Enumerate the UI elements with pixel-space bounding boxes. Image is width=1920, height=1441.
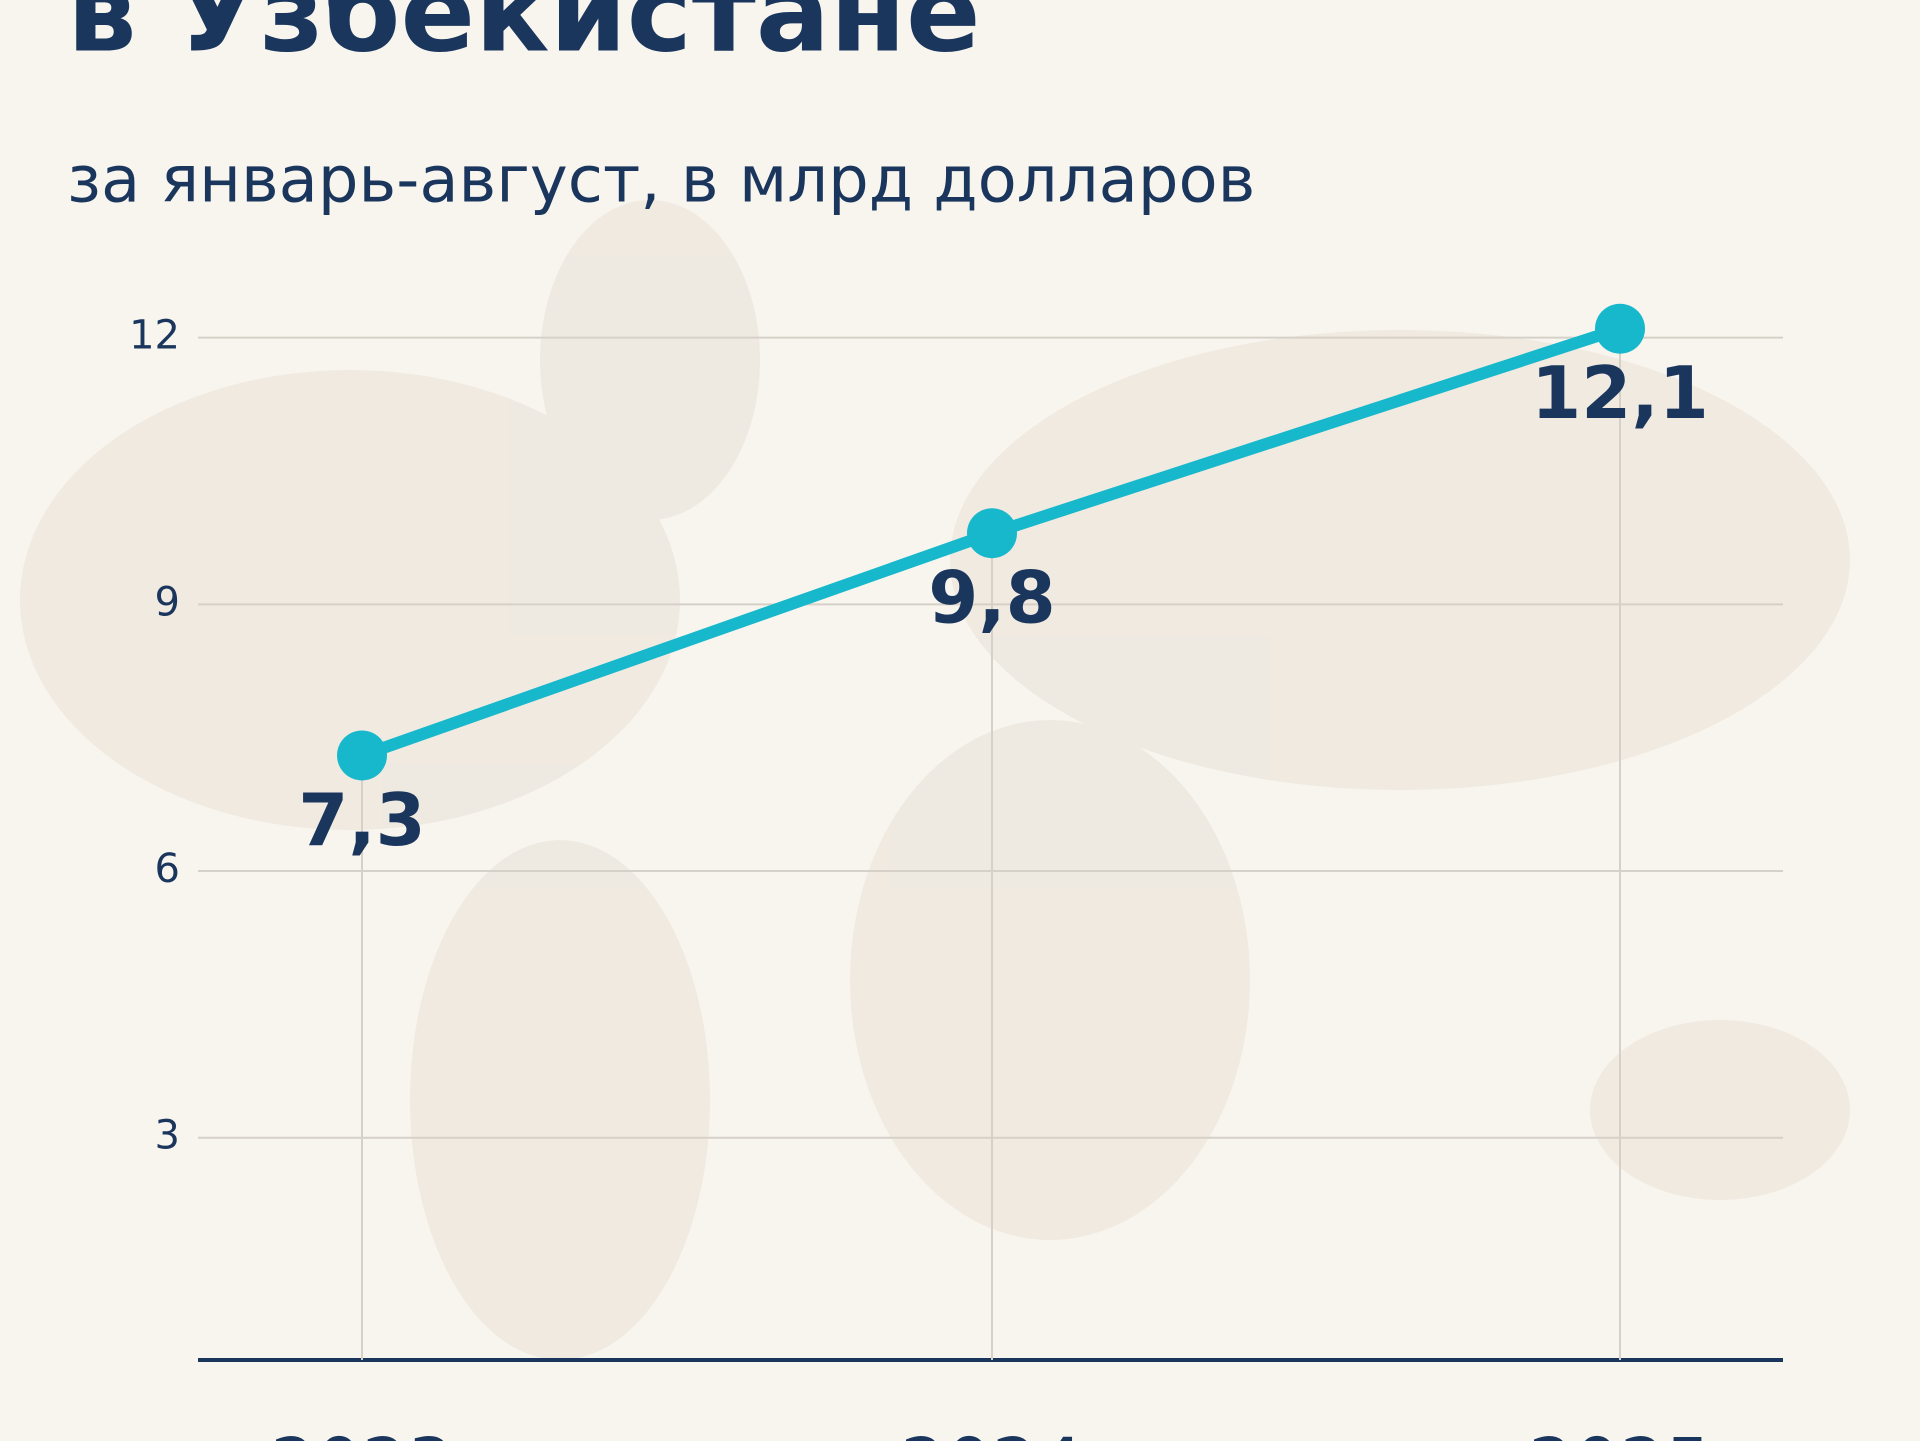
point	[1595, 303, 1645, 354]
world-map	[20, 200, 1850, 1360]
x-tick-label: 2025	[1528, 1423, 1711, 1441]
y-tick-label: 3	[155, 1113, 180, 1159]
value-label: 12,1	[1531, 351, 1709, 435]
y-tick-label: 9	[155, 579, 180, 625]
point	[967, 508, 1017, 559]
y-tick-label: 6	[155, 846, 180, 892]
value-label: 7,3	[298, 778, 426, 862]
chart-subtitle: за январь-август, в млрд долларов	[67, 144, 1255, 218]
value-label: 9,8	[928, 556, 1056, 640]
x-tick-label: 2024	[900, 1423, 1083, 1441]
point	[337, 730, 387, 781]
chart-title: в Узбекистане	[67, 0, 981, 76]
y-tick-label: 12	[129, 313, 180, 359]
x-tick-label: 2023	[270, 1423, 453, 1441]
